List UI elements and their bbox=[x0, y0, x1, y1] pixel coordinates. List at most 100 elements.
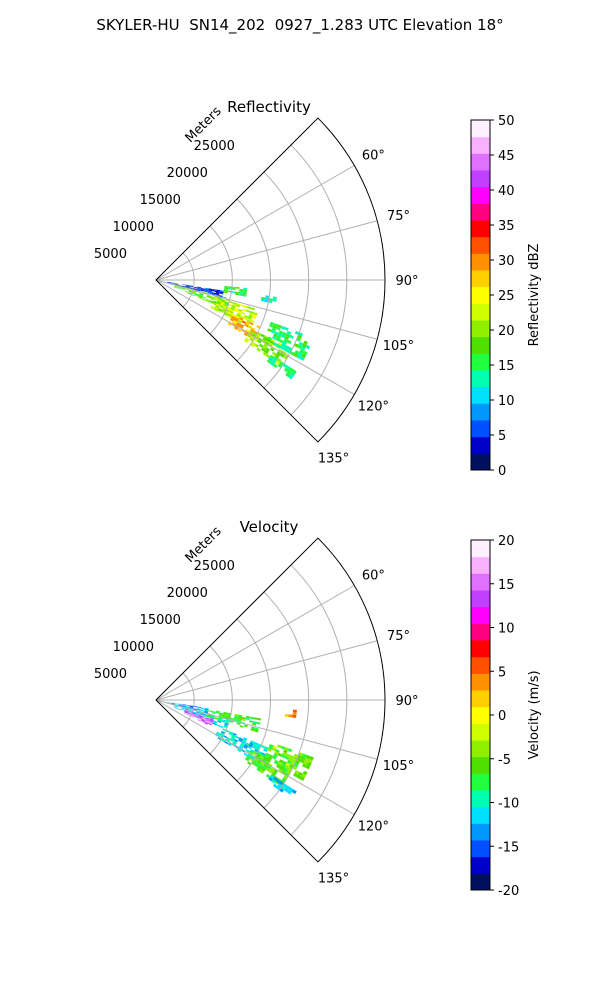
echo-gate bbox=[193, 286, 198, 289]
echo-gate bbox=[181, 707, 186, 710]
echo-gate bbox=[222, 306, 227, 310]
echo-gate bbox=[223, 289, 228, 292]
echo-gate bbox=[224, 286, 229, 288]
echo-gate bbox=[297, 771, 303, 777]
echo-gate bbox=[207, 294, 211, 297]
colorbar-tick-label: 30 bbox=[498, 254, 515, 269]
echo-gate bbox=[279, 353, 285, 358]
echo-gate bbox=[210, 716, 215, 719]
echo-gate bbox=[226, 715, 231, 718]
echo-gate bbox=[249, 742, 254, 746]
echo-gate bbox=[279, 345, 285, 350]
echo-gate bbox=[262, 345, 267, 350]
echo-gate bbox=[252, 722, 257, 726]
colorbar-segment bbox=[471, 740, 490, 758]
echo-gate bbox=[248, 314, 253, 318]
echo-gate bbox=[205, 720, 209, 723]
echo-gate bbox=[219, 734, 224, 738]
echo-gate bbox=[223, 735, 228, 739]
echo-gate bbox=[229, 731, 234, 735]
echo-gate bbox=[250, 728, 255, 732]
echo-gate bbox=[185, 705, 190, 708]
echo-gate bbox=[234, 713, 239, 717]
echo-gate bbox=[277, 761, 283, 766]
echo-gate bbox=[262, 765, 267, 770]
echo-gate bbox=[288, 787, 294, 792]
echo-gate bbox=[272, 776, 278, 782]
echo-gate bbox=[292, 714, 297, 718]
echo-gate bbox=[287, 369, 292, 375]
echo-gate bbox=[219, 725, 224, 729]
echo-gate bbox=[177, 286, 182, 288]
echo-gate bbox=[236, 313, 241, 317]
echo-gate bbox=[208, 290, 213, 293]
echo-gate bbox=[197, 706, 202, 708]
echo-gate bbox=[261, 296, 266, 300]
colorbar-segment bbox=[471, 320, 490, 338]
echo-gate bbox=[284, 755, 290, 760]
echo-gate bbox=[215, 732, 220, 736]
echo-gate bbox=[193, 706, 198, 708]
echo-gate bbox=[193, 708, 197, 711]
echo-gate bbox=[213, 308, 218, 312]
echo-gate bbox=[224, 722, 229, 726]
echo-gate bbox=[167, 702, 171, 703]
echo-gate bbox=[272, 325, 278, 329]
echo-gate bbox=[201, 719, 205, 723]
echo-gate bbox=[170, 283, 175, 285]
echo-gate bbox=[226, 716, 231, 719]
echo-gate bbox=[276, 326, 281, 331]
echo-gate bbox=[215, 724, 220, 727]
echo-gate bbox=[251, 745, 257, 749]
echo-gate bbox=[206, 717, 211, 720]
echo-gate bbox=[211, 292, 216, 295]
echo-gate bbox=[185, 708, 189, 711]
echo-gate bbox=[204, 288, 209, 291]
echo-gate bbox=[263, 763, 268, 768]
echo-gate bbox=[225, 719, 230, 722]
echo-gate bbox=[245, 320, 251, 324]
range-tick-label: 25000 bbox=[194, 559, 235, 574]
echo-gate bbox=[185, 286, 190, 288]
echo-gate bbox=[215, 293, 220, 295]
echo-gate bbox=[237, 320, 242, 324]
echo-gate bbox=[200, 288, 205, 291]
echo-gate bbox=[205, 718, 210, 721]
echo-gate bbox=[210, 305, 215, 309]
echo-gate bbox=[221, 720, 226, 723]
echo-gate bbox=[212, 711, 216, 713]
echo-gate bbox=[188, 290, 193, 292]
echo-gate bbox=[257, 765, 263, 770]
echo-gate bbox=[228, 312, 233, 316]
azimuth-gridline bbox=[155, 699, 355, 815]
echo-gate bbox=[200, 708, 205, 710]
echo-gate bbox=[205, 298, 210, 302]
echo-gate bbox=[203, 713, 208, 716]
echo-gate bbox=[210, 298, 214, 301]
echo-gate bbox=[217, 718, 222, 721]
echo-gate bbox=[213, 300, 218, 303]
echo-gate bbox=[285, 372, 291, 378]
colorbar-segment bbox=[471, 353, 490, 371]
echo-gate bbox=[294, 350, 300, 355]
echo-gate bbox=[190, 715, 195, 718]
echo-gate bbox=[285, 753, 291, 758]
echo-gate bbox=[276, 357, 282, 363]
echo-gate bbox=[208, 289, 213, 292]
colorbar-segment bbox=[471, 220, 490, 238]
echo-gate bbox=[214, 717, 219, 720]
echo-gate bbox=[257, 750, 263, 755]
echo-gate bbox=[185, 285, 190, 288]
echo-gate bbox=[249, 330, 254, 334]
echo-gate bbox=[239, 288, 244, 291]
echo-gate bbox=[238, 716, 243, 719]
echo-gate bbox=[260, 333, 265, 338]
echo-gate bbox=[265, 353, 271, 359]
echo-gate bbox=[268, 300, 273, 304]
echo-gate bbox=[271, 327, 277, 332]
echo-gate bbox=[260, 744, 265, 749]
colorbar-tick-label: 45 bbox=[498, 149, 515, 164]
echo-gate bbox=[198, 296, 203, 300]
echo-gate bbox=[284, 714, 289, 717]
echo-gate bbox=[225, 738, 230, 742]
